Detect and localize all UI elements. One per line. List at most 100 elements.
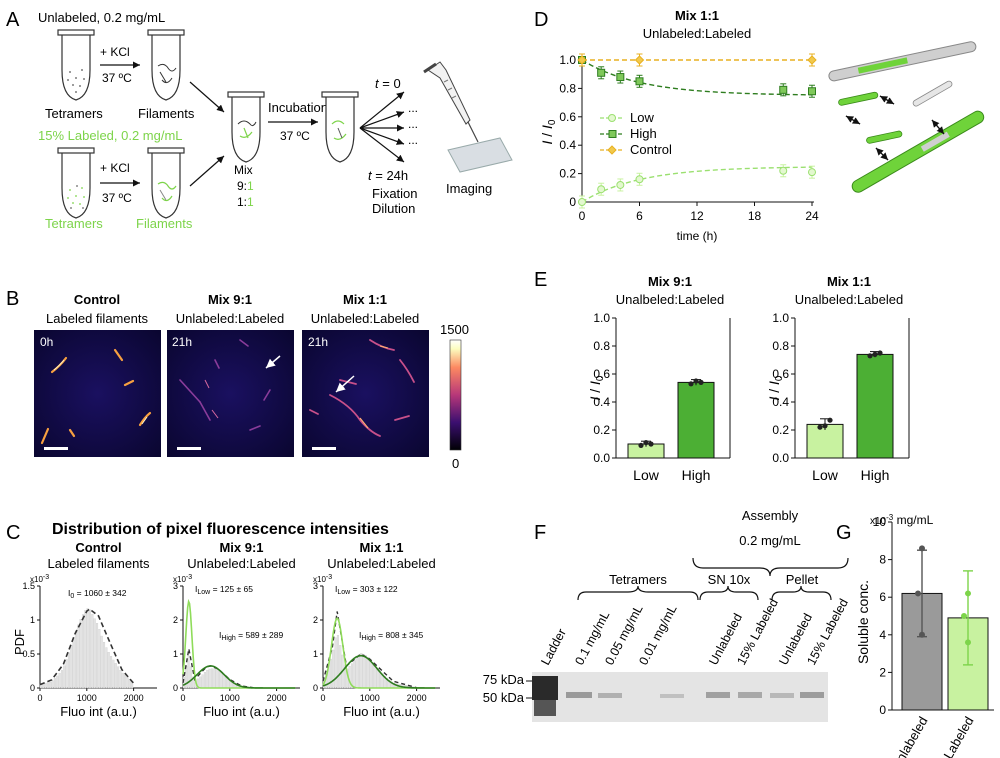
panel-a-schematic: Unlabeled, 0.2 mg/mL + KCl 37 ºC Tetrame…	[38, 10, 513, 231]
histogram-bar	[334, 637, 337, 689]
histogram-bar	[208, 668, 211, 689]
histogram-bar	[91, 614, 94, 689]
x-tick-label: 1000	[220, 693, 240, 703]
histogram-bar	[60, 670, 63, 689]
d-y-tick-label: 0.2	[559, 167, 576, 181]
histogram-bar	[189, 666, 192, 689]
e-bar-high	[856, 353, 894, 459]
micrograph-title-11: Mix 1:1	[343, 292, 387, 307]
sn-bracket-label: SN 10x	[708, 572, 751, 587]
histogram-title: Mix 9:1	[219, 540, 263, 555]
assembly-label: Assembly	[742, 508, 799, 523]
d-point-high	[779, 85, 788, 94]
x-tick-label: 2000	[124, 693, 144, 703]
filaments-label-1: Filaments	[138, 106, 195, 121]
histogram-bar	[187, 655, 190, 689]
panel-d-title: Mix 1:1	[675, 8, 719, 23]
histogram-bar	[65, 659, 68, 689]
histogram-bar	[53, 678, 56, 689]
y-tick-label: 0	[30, 683, 35, 693]
e-category-label: Low	[812, 467, 839, 483]
histogram-exponent: x10-3	[30, 574, 49, 584]
g-point	[961, 613, 967, 619]
temp-label-2: 37 ºC	[102, 191, 132, 205]
tube-incubated-icon	[321, 91, 359, 163]
e-y-tick-label: 0.0	[772, 451, 789, 465]
dots-2: ...	[408, 117, 418, 131]
histogram-bar	[44, 683, 47, 689]
histogram-annotation: ILow = 303 ± 122	[335, 584, 398, 596]
e-point	[877, 350, 883, 356]
g-point	[919, 545, 925, 552]
panel-d-xlabel: time (h)	[677, 229, 718, 243]
e-y-tick-label: 0.2	[593, 423, 610, 437]
histogram-bar	[93, 618, 96, 689]
histogram-bar	[357, 654, 360, 689]
histogram-xlabel: Fluo int (a.u.)	[343, 704, 420, 719]
histogram-subtitle: Labeled filaments	[48, 556, 150, 571]
d-x-tick-label: 0	[579, 209, 586, 223]
panel-g-exponent: x10-3 mg/mL	[870, 513, 934, 527]
tetramers-label-2: Tetramers	[45, 216, 103, 231]
kcl-label-2: + KCl	[100, 161, 130, 175]
kcl-label-1: + KCl	[100, 45, 130, 59]
colorbar	[449, 339, 462, 451]
y-tick-label: 2	[173, 615, 178, 625]
e-y-tick-label: 0.0	[593, 451, 610, 465]
y-tick-label: 3	[313, 581, 318, 591]
histogram-bar	[353, 660, 356, 689]
e-category-label: High	[861, 467, 890, 483]
d-x-tick-label: 18	[748, 209, 762, 223]
d-y-tick-label: 0.4	[559, 138, 576, 152]
e-point	[643, 440, 649, 446]
temp-label-1: 37 ºC	[102, 71, 132, 85]
incubation-temp: 37 ºC	[280, 129, 310, 143]
micrograph-subtitle-11: Unlabeled:Labeled	[311, 311, 419, 326]
panel-d-kinetics: Mix 1:1 Unlabeled:Labeled 0 0.2 0.4 0.6 0.8 1…	[539, 8, 985, 243]
e-y-tick-label: 0.4	[772, 395, 789, 409]
histogram-annotation: I0 = 1060 ± 342	[68, 588, 127, 600]
histogram-annotation: IHigh = 589 ± 289	[219, 630, 283, 642]
g-y-tick-label: 2	[879, 665, 886, 679]
histogram-bar	[362, 654, 365, 689]
g-y-tick-label: 8	[879, 553, 886, 567]
e-category-label: Low	[633, 467, 660, 483]
fit-curve-total	[322, 611, 417, 689]
x-tick-label: 0	[180, 693, 185, 703]
histogram-bar	[70, 645, 73, 689]
histogram-exponent: x10-3	[313, 574, 332, 584]
histogram-bar	[355, 657, 358, 689]
time-label-11: 21h	[308, 335, 328, 349]
x-tick-label: 2000	[267, 693, 287, 703]
fixation-label: Fixation	[372, 186, 418, 201]
e-point	[688, 381, 694, 387]
d-x-tick-label: 12	[690, 209, 704, 223]
assembly-conc-label: 0.2 mg/mL	[739, 533, 800, 548]
d-point-low	[808, 168, 816, 177]
e-y-tick-label: 0.6	[772, 367, 789, 381]
histogram-bar	[369, 659, 372, 689]
tube-filaments-labeled-icon	[147, 147, 185, 219]
histogram-bar	[114, 663, 117, 689]
histogram-subtitle: Unlabeled:Labeled	[187, 556, 295, 571]
histogram-bar	[376, 668, 379, 689]
d-x-tick-label: 24	[805, 209, 819, 223]
panel-letter-g: G	[836, 522, 852, 544]
histogram-bar	[96, 623, 99, 689]
micrograph-control: Control Labeled filaments 0h	[34, 292, 161, 457]
histogram-bar	[51, 680, 54, 689]
histogram-bar	[49, 681, 52, 689]
histogram-bar	[371, 662, 375, 689]
tube-mix-icon	[227, 91, 265, 163]
y-tick-label: 1	[30, 615, 35, 625]
e-y-tick-label: 0.4	[593, 395, 610, 409]
histogram-annotation: IHigh = 808 ± 345	[359, 630, 423, 642]
tube-tetramers-unlabeled-icon	[57, 29, 95, 101]
fit-curve	[39, 608, 135, 686]
dots-1: ...	[408, 101, 418, 115]
g-category-label: 15% Labeled	[926, 714, 977, 758]
histogram-bar	[88, 609, 92, 689]
